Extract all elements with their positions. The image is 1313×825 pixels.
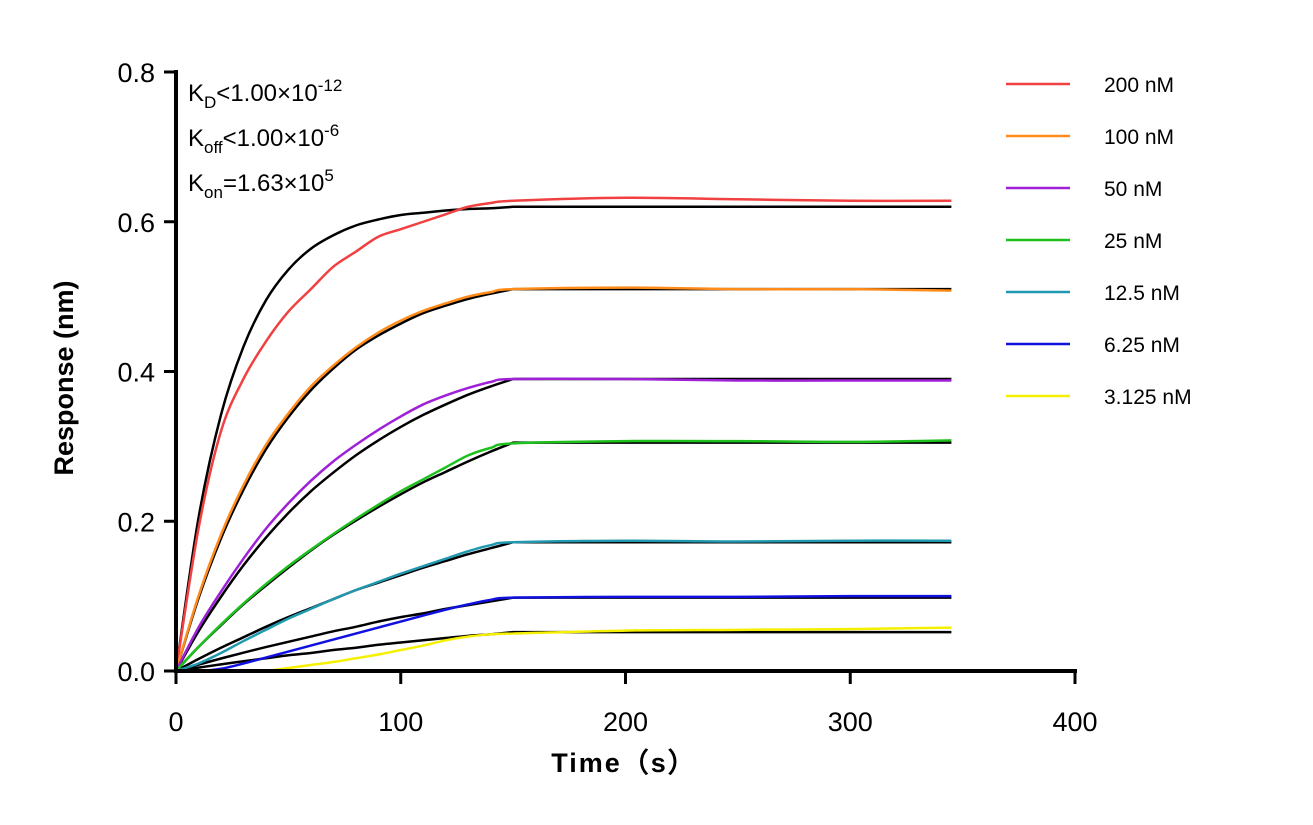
fit-curves [174,205,952,673]
legend-label: 100 nM [1104,126,1174,149]
fit-curve [174,205,952,672]
kinetic-constant-D: KD<1.00×10-12 [188,76,342,112]
legend-label: 12.5 nM [1104,282,1180,305]
x-tick-label: 400 [1052,707,1097,737]
series-line-12.5-nM [175,539,952,673]
legend-label: 200 nM [1104,74,1174,97]
series-line-200-nM [174,196,952,672]
y-tick-label: 0.4 [117,358,155,388]
y-tick-label: 0.0 [117,657,155,687]
fit-curve [174,287,952,672]
x-axis-label: Time（s） [551,748,697,778]
kinetic-constant-on: Kon=1.63×105 [188,166,334,202]
series-line-25-nM [175,439,952,672]
x-tick-label: 0 [168,707,183,737]
legend-label: 6.25 nM [1104,334,1180,357]
kinetic-constants: KD<1.00×10-12 Koff<1.00×10-6 Kon=1.63×105 [188,76,342,202]
legend-label: 50 nM [1104,178,1162,201]
series-line-50-nM [174,377,952,672]
y-tick-label: 0.2 [117,507,155,537]
axes [174,70,1077,673]
series-line-100-nM [174,286,952,672]
legend-label: 25 nM [1104,230,1162,253]
kinetic-constant-off: Koff<1.00×10-6 [188,121,339,157]
series-line-6.25-nM [175,594,952,673]
y-tick-label: 0.6 [117,208,155,238]
y-axis-label: Response (nm) [49,280,79,475]
y-tick-label: 0.8 [117,58,155,88]
fit-curve [174,377,952,672]
series-line-3.125-nM [265,626,952,673]
x-tick-label: 200 [603,707,648,737]
data-series [174,196,952,673]
x-tick-label: 100 [378,707,423,737]
fit-curve [175,441,952,672]
fit-curve [175,596,952,673]
legend-label: 3.125 nM [1104,386,1192,409]
legend: 200 nM 100 nM 50 nM 25 nM 12.5 nM 6.25 nM 3.12… [1006,74,1192,409]
ticks: 0.0 0.2 0.4 0.6 0.8 0 100 200 300 400 [117,58,1097,737]
x-tick-label: 300 [828,707,873,737]
